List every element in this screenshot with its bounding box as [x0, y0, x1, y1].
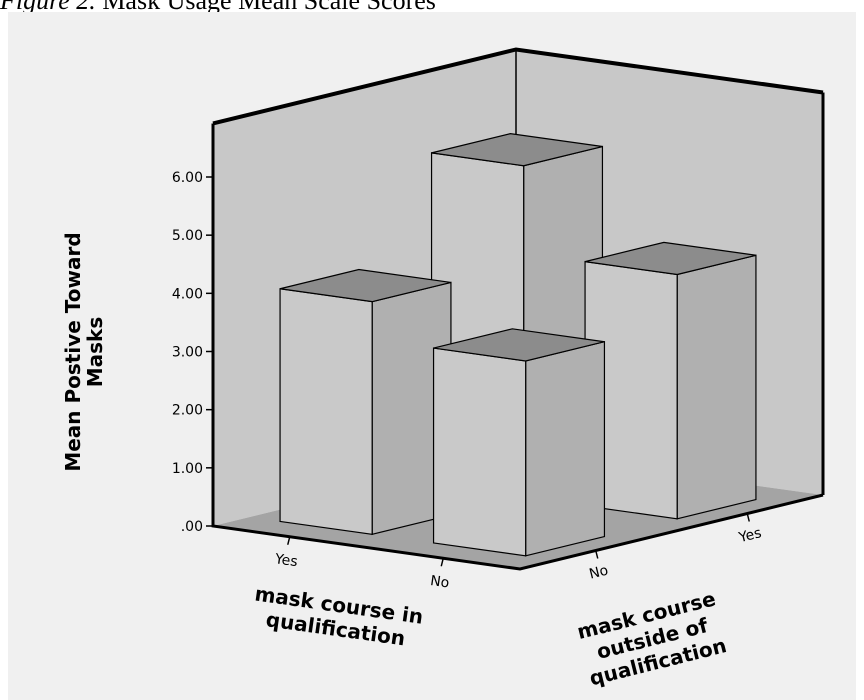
x-category-label: Yes — [273, 551, 299, 570]
bar-front-face — [279, 288, 373, 536]
z-category-label: Yes — [736, 525, 763, 546]
y-axis-title-line: Mean Postive Toward — [61, 232, 85, 471]
bar-front-face — [432, 347, 527, 557]
bar-top-face — [279, 268, 452, 303]
x-tick-mark — [287, 536, 291, 545]
z-tick-mark — [595, 550, 599, 559]
floor-axes — [211, 123, 824, 571]
y-tick-label: 4.00 — [172, 286, 203, 302]
z-category-label: No — [588, 563, 610, 583]
x-category-label: No — [429, 573, 450, 591]
bar-no-yes — [584, 241, 757, 520]
x-tick-mark — [440, 558, 444, 567]
chart-panel: .00 1.00 2.00 3.00 4.00 5.00 6.00 Yes No No Yes Me… — [8, 12, 856, 700]
bar-chart-3d: .00 1.00 2.00 3.00 4.00 5.00 6.00 Yes No No Yes Me… — [61, 47, 825, 690]
z-axis-title: mask courseoutside ofqualification — [575, 586, 730, 690]
y-tick-label: 3.00 — [172, 345, 203, 361]
bar-side-face — [676, 254, 757, 520]
y-tick-label: 2.00 — [172, 403, 203, 419]
bar-no-no — [432, 328, 606, 557]
y-tick-label: 5.00 — [172, 228, 203, 244]
bar-side-face — [525, 340, 606, 557]
figure-label: Figure 2. — [0, 0, 96, 15]
y-tick-label: 6.00 — [172, 170, 203, 186]
x-axis-title: mask course inqualification — [250, 581, 425, 652]
y-tick-label: .00 — [181, 519, 203, 535]
y-tick-label: 1.00 — [172, 461, 203, 477]
bar-yes-no — [279, 268, 452, 536]
figure-title: Mask Usage Mean Scale Scores — [102, 0, 436, 15]
y-axis-title-line: Masks — [83, 317, 107, 388]
bar-top-face — [584, 241, 757, 276]
bar-top-face — [433, 328, 605, 362]
figure-caption: Figure 2. Mask Usage Mean Scale Scores — [0, 0, 436, 16]
z-tick-mark — [746, 513, 750, 522]
y-axis-title: Mean Postive TowardMasks — [61, 232, 107, 471]
bar-top-face — [431, 133, 603, 167]
